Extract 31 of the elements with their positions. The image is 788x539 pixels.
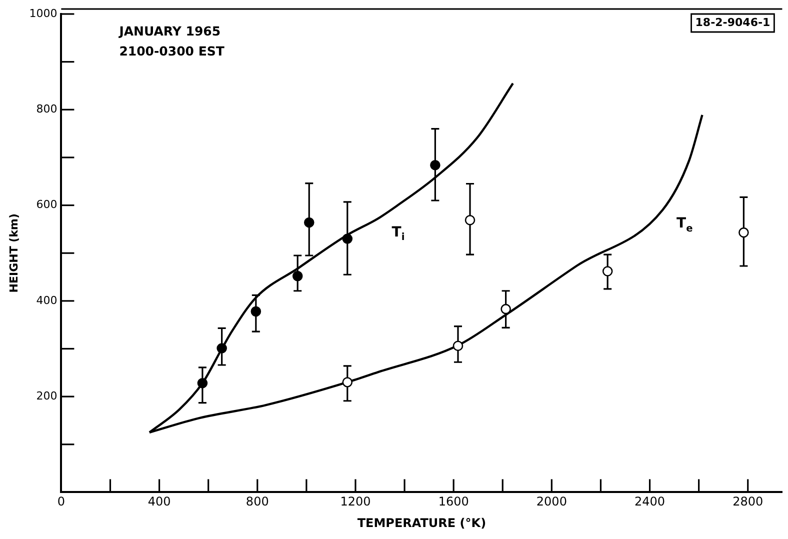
annotation: 18-2-9046-1 — [695, 16, 770, 29]
annotation: JANUARY 1965 — [118, 23, 221, 38]
x-tick-label: 2000 — [536, 494, 567, 509]
point — [342, 234, 353, 244]
point — [464, 214, 476, 226]
x-tick-label: 1200 — [340, 494, 371, 509]
point — [500, 304, 511, 314]
x-axis-title: TEMPERATURE (°K) — [357, 516, 486, 530]
point — [430, 160, 440, 170]
point — [304, 217, 314, 228]
point — [197, 378, 208, 388]
y-axis-title: HEIGHT (km) — [7, 213, 20, 293]
point — [342, 377, 353, 388]
x-tick-label: 400 — [148, 494, 171, 509]
x-tick-label: 0 — [57, 494, 66, 509]
x-tick-label: 2800 — [732, 494, 764, 509]
x-tick-label: 1600 — [438, 494, 469, 509]
point — [292, 270, 303, 282]
annotation: 2100-0300 EST — [119, 43, 225, 58]
y-tick-label: 200 — [36, 389, 58, 402]
point — [216, 343, 227, 354]
x-tick-label: 2400 — [634, 494, 666, 509]
y-tick-label: 800 — [36, 102, 58, 116]
y-tick-label: 400 — [36, 294, 58, 307]
point — [738, 227, 749, 238]
y-tick-label: 600 — [36, 198, 58, 212]
point — [250, 306, 262, 317]
point — [452, 340, 464, 352]
y-tick-label: 1000 — [29, 6, 58, 20]
x-tick-label: 800 — [246, 494, 269, 509]
point — [602, 266, 613, 276]
